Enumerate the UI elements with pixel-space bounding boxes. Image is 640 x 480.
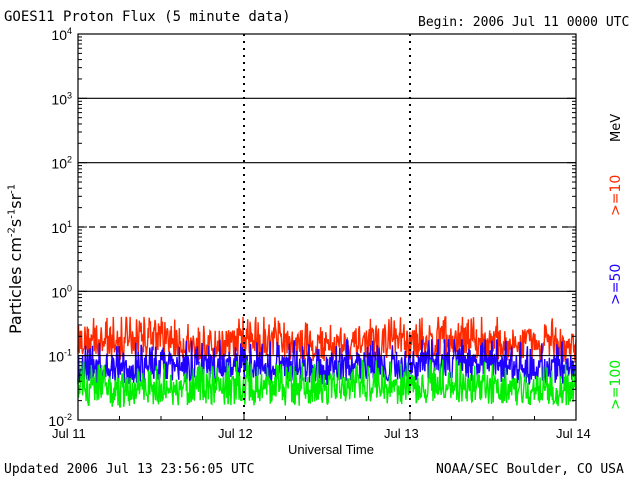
series-line-3 — [77, 358, 577, 408]
y-axis-label: Particles cm-2s-1sr-1 — [6, 183, 25, 334]
y-tick-label: 103 — [51, 90, 72, 107]
y-tick-label: 10-1 — [48, 348, 72, 365]
x-tick-label: Jul 13 — [384, 426, 419, 441]
x-tick-label: Jul 11 — [52, 426, 86, 441]
legend-unit: MeV — [609, 113, 624, 142]
x-tick-label: Jul 14 — [556, 426, 591, 441]
y-tick-label: 102 — [51, 155, 72, 172]
chart-title: GOES11 Proton Flux (5 minute data) — [4, 9, 291, 25]
x-axis-label: Universal Time — [288, 442, 374, 457]
legend-entry-ge50: >=50 — [608, 263, 624, 305]
y-tick-label: 101 — [51, 219, 72, 236]
legend-entry-ge100: >=100 — [608, 359, 624, 410]
legend-entry-ge10: >=10 — [608, 174, 624, 216]
series-line-1 — [77, 316, 577, 362]
begin-timestamp: Begin: 2006 Jul 11 0000 UTC — [418, 15, 630, 30]
updated-timestamp: Updated 2006 Jul 13 23:56:05 UTC — [4, 462, 255, 477]
x-tick-label: Jul 12 — [218, 426, 253, 441]
y-tick-label: 100 — [51, 283, 72, 300]
credit-label: NOAA/SEC Boulder, CO USA — [436, 462, 624, 477]
y-tick-label: 104 — [51, 26, 72, 43]
